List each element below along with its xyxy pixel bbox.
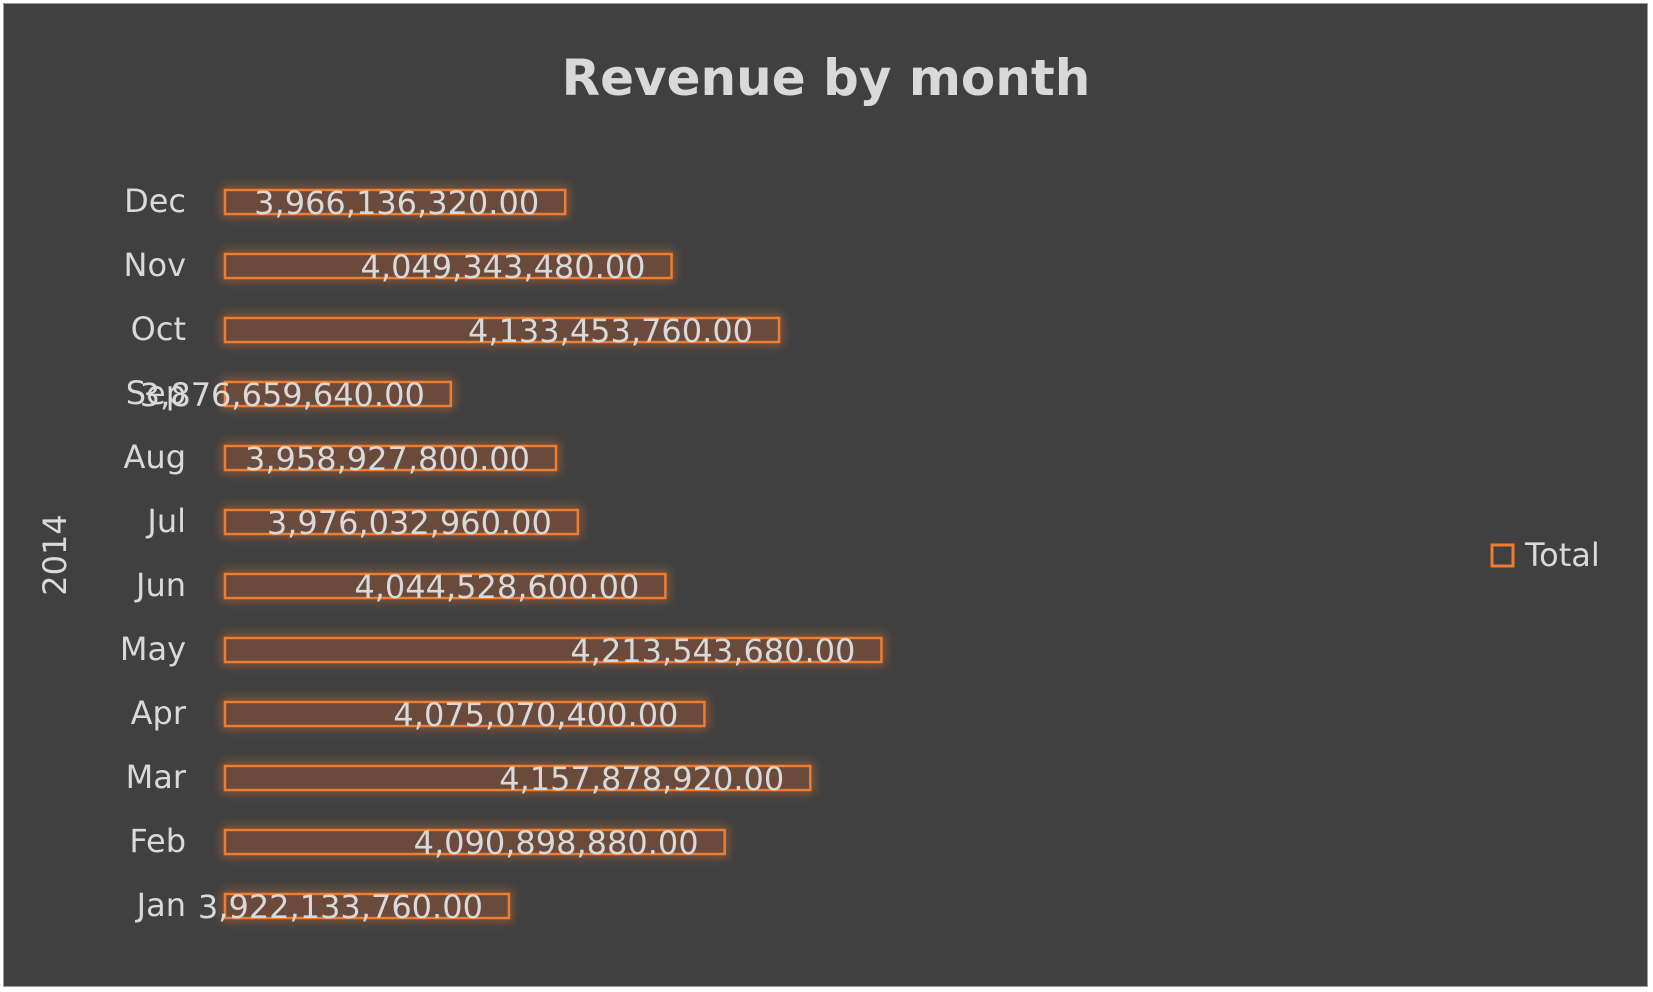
chart-title: Revenue by month	[562, 49, 1091, 107]
data-label-jul: 3,976,032,960.00	[267, 504, 552, 542]
data-label-dec: 3,966,136,320.00	[254, 184, 539, 222]
bar-aug	[223, 444, 558, 472]
bar-jun	[223, 572, 667, 600]
category-label-jan: Jan	[135, 886, 186, 924]
legend: Total	[1490, 536, 1600, 574]
category-label-jul: Jul	[145, 502, 186, 540]
category-label-feb: Feb	[129, 822, 186, 860]
data-label-may: 4,213,543,680.00	[570, 632, 855, 670]
data-label-jan: 3,922,133,760.00	[198, 888, 483, 926]
bar-oct	[223, 316, 781, 344]
data-label-feb: 4,090,898,880.00	[414, 824, 699, 862]
data-label-aug: 3,958,927,800.00	[245, 440, 530, 478]
legend-swatch	[1490, 543, 1515, 568]
data-label-oct: 4,133,453,760.00	[468, 312, 753, 350]
bar-dec	[223, 188, 567, 216]
category-label-sep: Sep	[126, 374, 186, 412]
category-labels: Jan Feb Mar Apr May Jun Jul Aug Sep Oct Nov Dec	[120, 182, 187, 924]
bar-apr	[223, 700, 706, 728]
group-axis-label: 2014	[36, 514, 74, 595]
legend-label: Total	[1524, 536, 1600, 574]
bar-jan	[223, 892, 511, 920]
bar-feb	[223, 828, 726, 856]
category-label-mar: Mar	[126, 758, 187, 796]
category-label-dec: Dec	[124, 182, 186, 220]
chart-frame	[3, 3, 1648, 987]
data-label-apr: 4,075,070,400.00	[393, 696, 678, 734]
category-label-nov: Nov	[124, 246, 186, 284]
category-label-jun: Jun	[134, 566, 186, 604]
data-label-jun: 4,044,528,600.00	[354, 568, 639, 606]
bar-nov	[223, 252, 673, 280]
bar-mar	[223, 764, 812, 792]
data-label-mar: 4,157,878,920.00	[499, 760, 784, 798]
data-label-nov: 4,049,343,480.00	[361, 248, 646, 286]
category-label-aug: Aug	[124, 438, 186, 476]
category-label-apr: Apr	[131, 694, 187, 732]
bar-jul	[223, 508, 580, 536]
category-label-oct: Oct	[131, 310, 186, 348]
bar-may	[223, 636, 883, 664]
bar-sep	[223, 380, 453, 408]
data-label-sep: 3,876,659,640.00	[140, 376, 425, 414]
data-labels: 3,922,133,760.00 4,090,898,880.00 4,157,87…	[140, 184, 856, 926]
bars-group	[222, 187, 885, 921]
category-label-may: May	[120, 630, 186, 668]
